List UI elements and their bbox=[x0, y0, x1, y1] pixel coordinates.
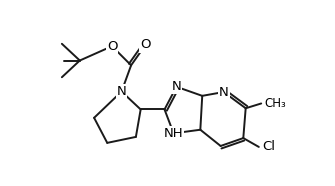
Text: N: N bbox=[117, 85, 126, 98]
Text: CH₃: CH₃ bbox=[265, 97, 286, 110]
Text: N: N bbox=[219, 86, 228, 99]
Text: O: O bbox=[107, 40, 117, 53]
Text: Cl: Cl bbox=[262, 140, 275, 153]
Text: O: O bbox=[140, 39, 151, 52]
Text: NH: NH bbox=[164, 127, 183, 140]
Text: N: N bbox=[172, 80, 181, 93]
